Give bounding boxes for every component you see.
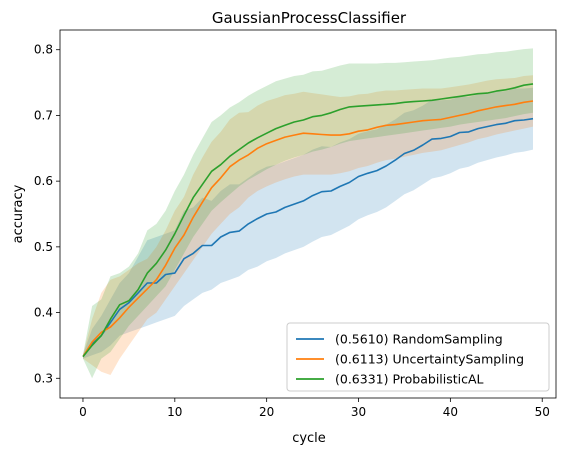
legend-label: (0.6331) ProbabilisticAL bbox=[335, 372, 484, 387]
y-axis-label: accuracy bbox=[11, 184, 26, 243]
legend: (0.5610) RandomSampling (0.6113) Uncertai… bbox=[286, 322, 550, 392]
uncertainty-sampling-band bbox=[83, 75, 533, 376]
x-axis: 0 10 20 30 40 50 bbox=[79, 398, 550, 419]
y-tick-label: 0.5 bbox=[34, 240, 53, 254]
legend-label: (0.5610) RandomSampling bbox=[335, 332, 503, 347]
legend-label: (0.6113) UncertaintySampling bbox=[335, 352, 524, 367]
y-tick-label: 0.6 bbox=[34, 174, 53, 188]
x-tick-label: 20 bbox=[259, 405, 274, 419]
y-tick-label: 0.8 bbox=[34, 43, 53, 57]
probabilistic-al-line bbox=[82, 83, 534, 358]
uncertainty-sampling-line bbox=[82, 100, 534, 358]
x-tick-label: 0 bbox=[79, 405, 87, 419]
random-sampling-band bbox=[83, 87, 533, 359]
chart-title: GaussianProcessClassifier bbox=[212, 9, 407, 27]
x-tick-label: 10 bbox=[167, 405, 182, 419]
y-axis: 0.3 0.4 0.5 0.6 0.7 0.8 bbox=[34, 43, 60, 385]
y-tick-label: 0.7 bbox=[34, 108, 53, 122]
plot-frame bbox=[59, 29, 557, 399]
series-lines bbox=[82, 83, 534, 358]
y-tick-label: 0.3 bbox=[34, 371, 53, 385]
probabilistic-al-band bbox=[83, 48, 533, 379]
x-tick-label: 40 bbox=[443, 405, 458, 419]
random-sampling-line bbox=[82, 117, 534, 358]
y-tick-label: 0.4 bbox=[34, 306, 53, 320]
x-axis-label: cycle bbox=[292, 431, 326, 446]
confidence-bands bbox=[83, 48, 533, 379]
x-tick-label: 30 bbox=[351, 405, 366, 419]
x-tick-label: 50 bbox=[535, 405, 550, 419]
legend-box bbox=[286, 322, 550, 392]
